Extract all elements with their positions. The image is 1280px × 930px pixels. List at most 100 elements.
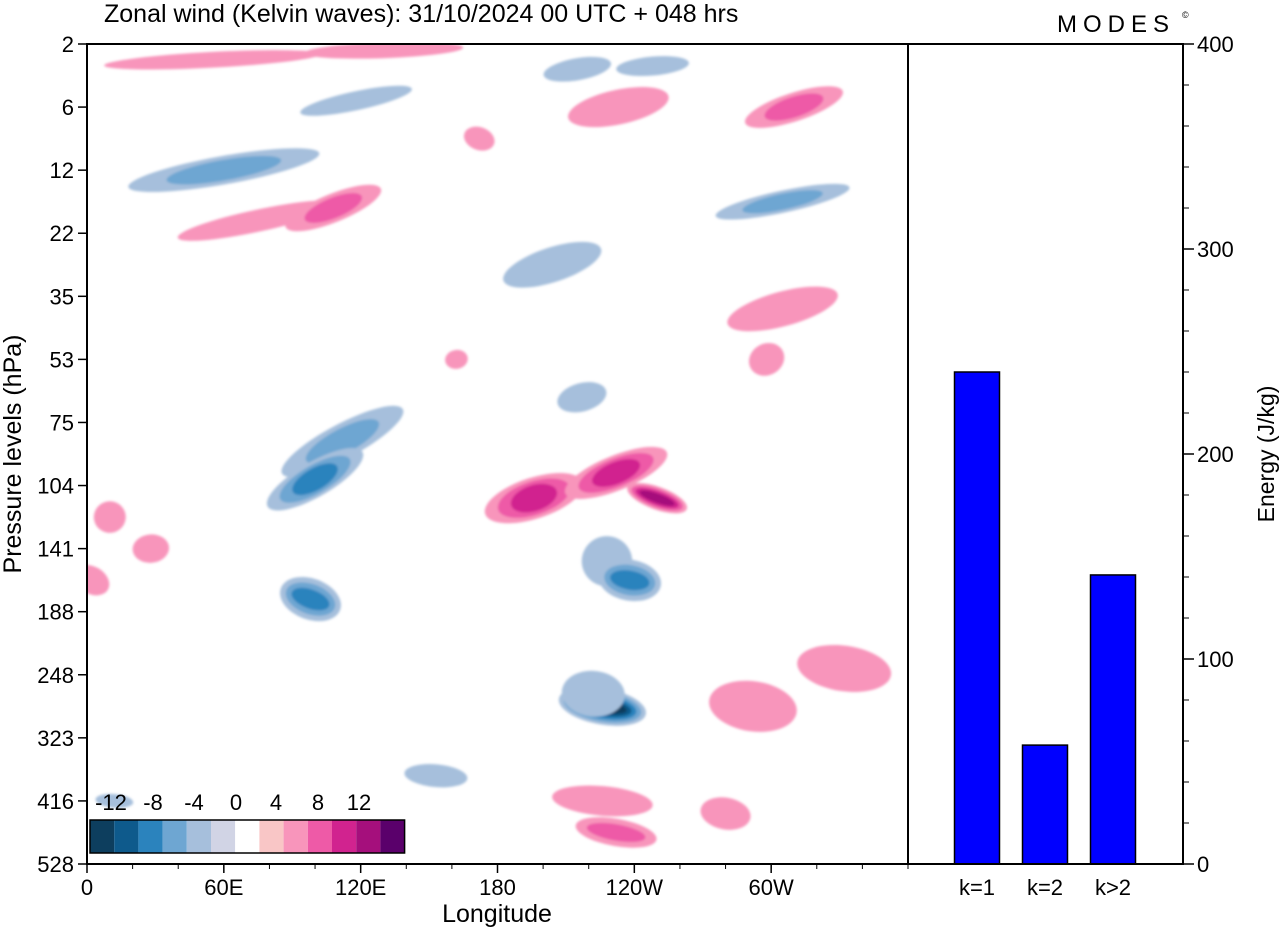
brand-logo: MODES [1057,11,1175,38]
wave-feature [503,241,602,288]
bar-category-label: k>2 [1095,875,1131,900]
wave-feature [177,200,339,241]
wave-feature [797,644,892,692]
colorbar-swatch [307,820,332,853]
y-tick-label: 53 [50,347,74,372]
chart-title: Zonal wind (Kelvin waves): 31/10/2024 00… [104,0,738,28]
x-tick-label: 180 [479,875,516,900]
wave-feature [93,501,126,533]
contour-shape [610,570,650,591]
contour-shape [586,822,646,843]
contour-shape [568,87,669,128]
wave-feature [727,286,838,332]
contour-shape [797,644,892,692]
wave-feature [557,382,607,413]
colorbar-swatch [235,820,260,853]
contour-shape [552,785,653,817]
wave-feature [104,50,321,70]
x-axis-label: Longitude [442,900,552,928]
contour-shape [503,241,602,288]
colorbar-swatch [356,820,381,853]
y-tick-label: 22 [50,221,74,246]
wave-feature [95,793,134,808]
contour-shape [764,93,824,121]
energy-tick-label: 300 [1197,237,1234,262]
contour-shape [557,382,607,413]
colorbar-swatch [283,820,308,853]
contour-shape [700,797,751,830]
contour-shape [616,56,689,77]
wave-feature [266,448,364,511]
wave-feature [700,797,751,830]
wave-feature [484,473,584,524]
energy-bar [953,371,1001,865]
contour-shape [303,44,464,59]
y-tick-label: 141 [37,537,74,562]
contour-shape [177,200,339,241]
bar-chart: k=1 k=2 k>2 [953,371,1137,900]
contour-shape [87,564,110,596]
x-tick-label: 60E [204,875,243,900]
y-tick-label: 35 [50,284,74,309]
wave-feature [445,349,468,369]
y-tick-label: 528 [37,852,74,877]
wave-feature [715,183,850,220]
colorbar-swatch [90,820,115,853]
colorbar-swatch [186,820,211,853]
brand-mark: © [1182,10,1189,20]
y-tick-label: 75 [50,410,74,435]
contour-shape [561,670,625,717]
y-tick-label: 188 [37,600,74,625]
y-tick-label: 248 [37,663,74,688]
wave-feature [280,576,341,622]
colorbar-label: 4 [270,790,282,815]
colorbar-label: -8 [143,790,163,815]
energy-tick-label: 200 [1197,442,1234,467]
contour-shape [510,483,558,513]
wave-feature [575,817,657,848]
contour-shape [93,501,126,533]
wave-feature [463,126,495,151]
energy-axis: 0 100 200 300 400 [1183,32,1234,877]
colorbar-label: 12 [347,790,371,815]
energy-axis-label: Energy (J/kg) [1253,386,1279,523]
y-tick-label: 104 [37,474,74,499]
wave-feature [561,670,625,717]
wave-feature [303,44,464,59]
colorbar-label: 8 [312,790,324,815]
wave-feature [744,86,843,128]
colorbar-swatch [380,820,405,853]
contour-shape [748,342,785,376]
colorbar: -12 -8 -4 0 4 8 12 [89,790,406,854]
contour-shape [291,587,330,611]
heatmap-features [87,44,892,848]
energy-bar [1089,574,1137,865]
x-tick-label: 120E [335,875,386,900]
y-tick-label: 6 [62,95,74,120]
wave-feature [598,559,662,602]
contour-shape [727,286,838,332]
wave-feature [552,785,653,817]
colorbar-swatch [162,820,187,853]
wave-feature [132,534,170,563]
wave-feature [404,764,468,788]
colorbar-label: -12 [95,790,127,815]
wave-feature [285,184,382,232]
contour-shape [445,349,468,369]
wave-feature [564,446,668,499]
contour-shape [639,490,675,506]
y-axis: 2 6 12 22 35 53 75 104 141 188 248 323 416 528 [37,32,87,877]
colorbar-label: -4 [184,790,204,815]
y-tick-label: 416 [37,789,74,814]
y-tick-label: 323 [37,726,74,751]
x-tick-label: 120W [606,875,664,900]
contour-shape [104,50,321,70]
bar-category-label: k=1 [959,875,995,900]
contour-shape [709,680,797,732]
colorbar-frame [89,819,406,854]
contour-shape [742,190,823,214]
contour-shape [592,458,641,487]
x-axis: 0 60E 120E 180 120W 60W [81,864,909,900]
wave-feature [543,56,612,82]
